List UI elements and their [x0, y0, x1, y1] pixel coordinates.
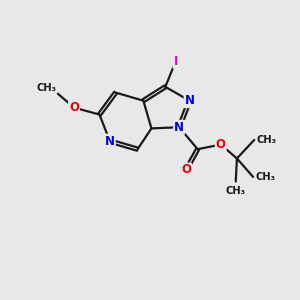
Text: O: O	[181, 164, 191, 176]
Text: I: I	[173, 55, 178, 68]
Text: O: O	[69, 101, 79, 114]
Text: CH₃: CH₃	[256, 135, 277, 145]
Text: CH₃: CH₃	[226, 186, 246, 196]
Text: CH₃: CH₃	[37, 82, 57, 93]
Text: CH₃: CH₃	[255, 172, 275, 182]
Text: N: N	[174, 121, 184, 134]
Text: N: N	[184, 94, 195, 107]
Text: N: N	[105, 135, 115, 148]
Text: O: O	[216, 138, 226, 151]
